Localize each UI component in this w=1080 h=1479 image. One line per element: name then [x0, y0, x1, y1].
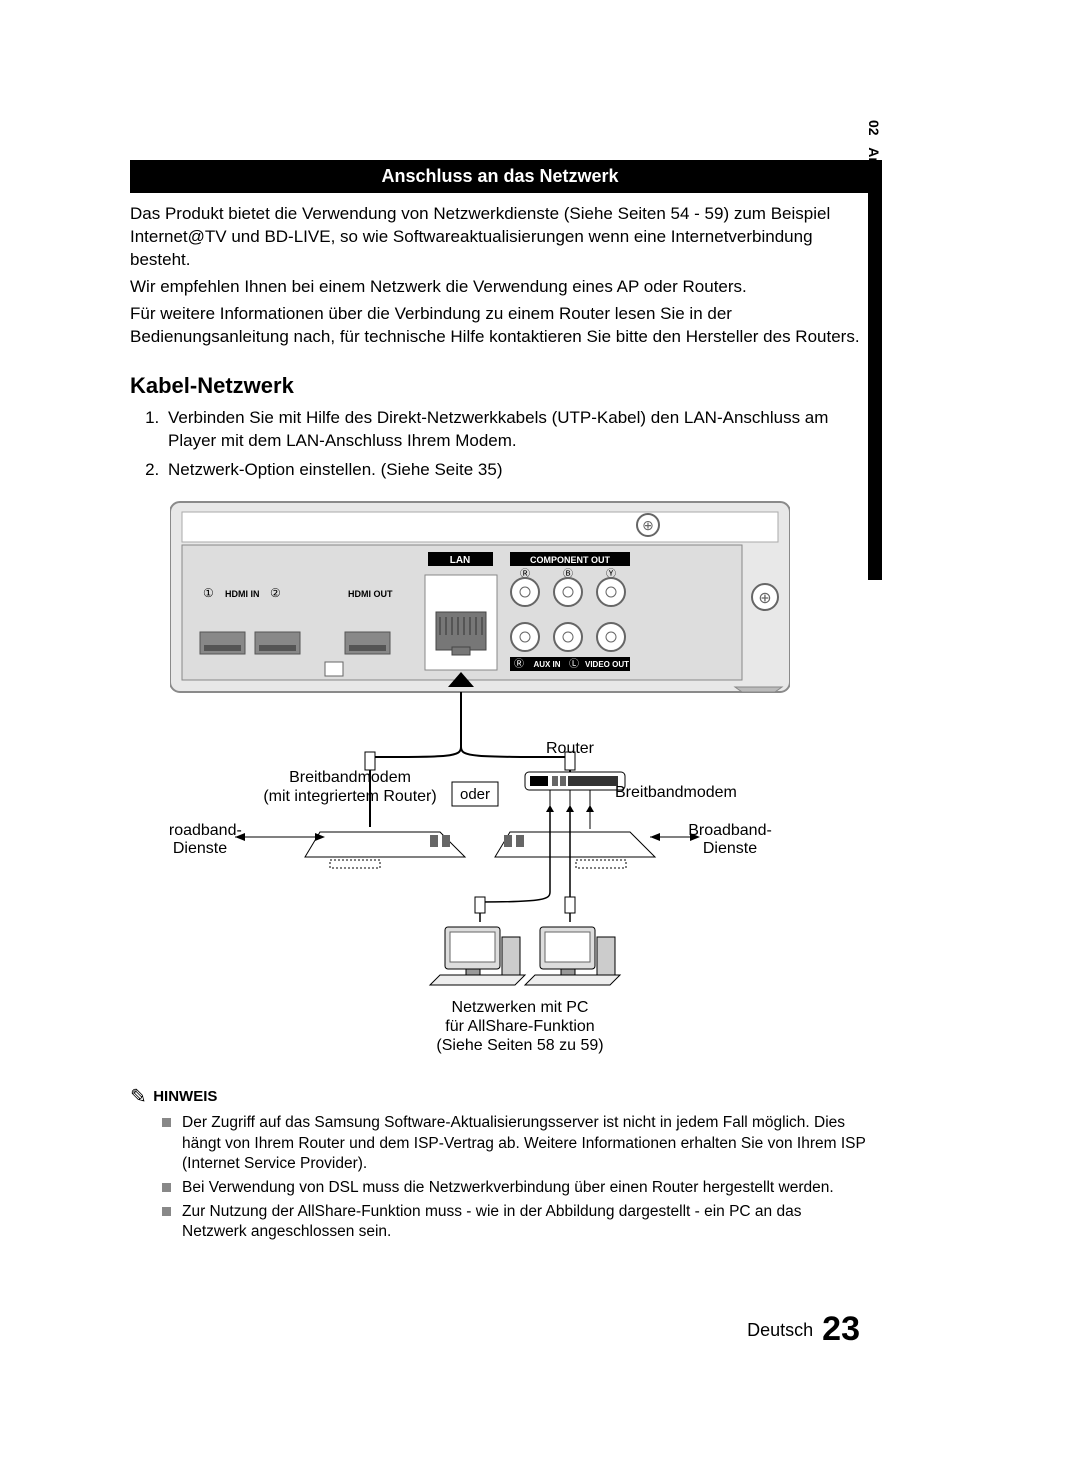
footer-lang: Deutsch: [747, 1320, 813, 1340]
hdmi-out-label: HDMI OUT: [348, 589, 393, 599]
cable-right: [461, 692, 570, 772]
hdmi-port-icon: [345, 632, 390, 654]
hdmi-port-icon: [255, 632, 300, 654]
cable-left: [370, 692, 461, 827]
hinweis-block: ✎ HINWEIS Der Zugriff auf das Samsung So…: [130, 1082, 870, 1242]
hinweis-list: Der Zugriff auf das Samsung Software-Akt…: [162, 1113, 870, 1242]
rca-jack-icon: [554, 623, 582, 651]
rca-jack-icon: [597, 623, 625, 651]
screw-glyph: ⊕: [758, 590, 771, 607]
hdmi-port-icon: [200, 632, 245, 654]
circled-1: ①: [203, 586, 214, 600]
screw-glyph: ⊕: [642, 517, 654, 533]
circled-2: ②: [270, 586, 281, 600]
hinweis-item: Bei Verwendung von DSL muss die Netzwerk…: [162, 1178, 870, 1198]
rca-jack-icon: [597, 578, 625, 606]
rca-jack-icon: [511, 623, 539, 651]
usb-slot-icon: [325, 662, 343, 676]
lan-port-icon: [436, 612, 486, 655]
section-title-bar: Anschluss an das Netzwerk: [130, 160, 870, 193]
modem-icon: [235, 832, 465, 868]
broadband-left-1: Broadband-: [170, 822, 242, 839]
circled-L: Ⓛ: [569, 658, 579, 670]
page-footer: Deutsch 23: [747, 1310, 860, 1349]
cable-router-pc1: [480, 812, 550, 922]
modem-left-label-2: (mit integriertem Router): [263, 788, 436, 805]
or-label: oder: [460, 786, 490, 803]
intro-p3: Für weitere Informationen über die Verbi…: [130, 303, 870, 349]
hinweis-label: HINWEIS: [153, 1088, 217, 1105]
hinweis-item: Zur Nutzung der AllShare-Funktion muss -…: [162, 1202, 870, 1242]
intro-p2: Wir empfehlen Ihnen bei einem Netzwerk d…: [130, 276, 870, 299]
modem-right-label: Breitbandmodem: [615, 784, 737, 801]
hinweis-item: Der Zugriff auf das Samsung Software-Akt…: [162, 1113, 870, 1173]
steps-list: Verbinden Sie mit Hilfe des Direkt-Netzw…: [130, 407, 870, 482]
network-diagram: ⊕ ⊕ ⊕ HDMI IN ① ② HDMI OUT: [170, 497, 790, 1062]
broadband-right-2: Dienste: [703, 840, 757, 857]
section-title: Anschluss an das Netzwerk: [381, 166, 618, 186]
pc-icon: [525, 927, 620, 985]
subheading: Kabel-Netzwerk: [130, 373, 870, 399]
pc-caption-3: (Siehe Seiten 58 zu 59): [436, 1037, 603, 1054]
router-label: Router: [546, 740, 595, 757]
router-icon: [525, 772, 625, 812]
panel-top-strip: [182, 512, 778, 542]
panel-foot-icon: [735, 687, 782, 692]
broadband-left-2: Dienste: [173, 840, 227, 857]
step-2: Netzwerk-Option einstellen. (Siehe Seite…: [164, 459, 870, 482]
pc-icon: [430, 927, 525, 985]
chapter-number: 02: [866, 120, 882, 136]
aux-in-label: AUX IN: [533, 660, 560, 669]
component-out-label: COMPONENT OUT: [530, 555, 611, 565]
pc-caption-2: für AllShare-Funktion: [445, 1018, 594, 1035]
lan-label: LAN: [450, 555, 471, 566]
rca-jack-icon: [511, 578, 539, 606]
intro-text: Das Produkt bietet die Verwendung von Ne…: [130, 203, 870, 349]
rca-jack-icon: [554, 578, 582, 606]
hdmi-in-label: HDMI IN: [225, 589, 260, 599]
intro-p1: Das Produkt bietet die Verwendung von Ne…: [130, 203, 870, 272]
rj45-plug-icon: [365, 752, 375, 770]
video-out-label: VIDEO OUT: [585, 660, 629, 669]
circled-R: Ⓡ: [514, 658, 524, 670]
step-1: Verbinden Sie mit Hilfe des Direkt-Netzw…: [164, 407, 870, 453]
rj45-plug-icon: [475, 897, 485, 913]
pc-caption-1: Netzwerken mit PC: [452, 999, 589, 1016]
note-icon: ✎: [130, 1084, 147, 1109]
footer-page: 23: [822, 1310, 860, 1348]
side-tab-marker: [868, 160, 882, 580]
modem-left-label-1: Breitbandmodem: [289, 769, 411, 786]
rj45-plug-icon: [565, 897, 575, 913]
modem-icon: [495, 812, 700, 868]
broadband-right-1: Broadband-: [688, 822, 772, 839]
